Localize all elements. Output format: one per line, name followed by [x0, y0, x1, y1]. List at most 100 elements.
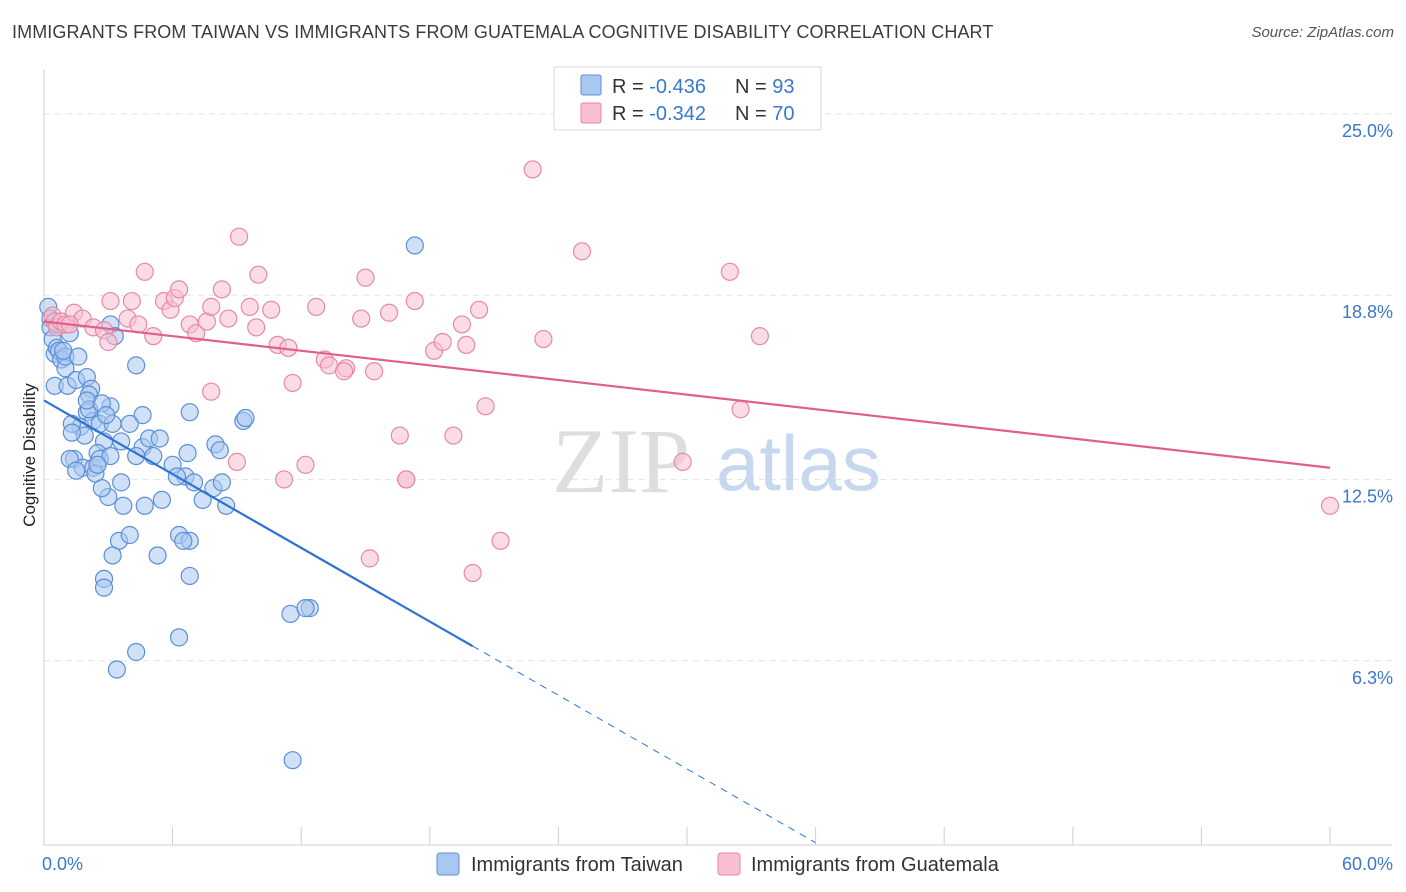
- guatemala-point: [673, 452, 692, 471]
- guatemala-point: [469, 300, 489, 319]
- guatemala-point: [750, 327, 769, 346]
- taiwan-point: [296, 599, 315, 618]
- taiwan-point: [101, 446, 120, 466]
- guatemala-point: [463, 563, 482, 583]
- legend-guatemala-swatch: [717, 852, 741, 876]
- guatemala-point: [457, 335, 476, 355]
- taiwan-point: [169, 628, 189, 647]
- guatemala-point: [491, 531, 510, 550]
- guatemala-point: [262, 300, 281, 319]
- grid-lines: [44, 113, 1392, 662]
- watermark-zip: ZIP: [552, 410, 690, 512]
- guatemala-point: [390, 426, 409, 445]
- watermark: ZIP atlas: [552, 410, 881, 512]
- guatemala-point: [229, 227, 249, 246]
- guatemala-point: [169, 280, 189, 299]
- guatemala-n-stat: N = 70: [735, 103, 795, 125]
- guatemala-point: [99, 332, 118, 352]
- chart-title: IMMIGRANTS FROM TAIWAN VS IMMIGRANTS FRO…: [12, 22, 994, 42]
- guatemala-point: [572, 242, 592, 261]
- guatemala-point: [433, 332, 452, 352]
- guatemala-point: [364, 362, 384, 381]
- guatemala-point: [720, 262, 739, 281]
- guatemala-point: [534, 329, 553, 349]
- guatemala-series: [43, 160, 1340, 583]
- trend-lines: [43, 320, 1331, 844]
- guatemala-trend-line: [43, 320, 1331, 469]
- taiwan-point: [112, 473, 131, 492]
- guatemala-point: [219, 309, 238, 328]
- guatemala-point: [249, 265, 268, 284]
- taiwan-point: [92, 479, 111, 498]
- taiwan-point: [107, 660, 126, 679]
- taiwan-point: [69, 347, 88, 366]
- y-tick-label: 18.8%: [1342, 302, 1393, 322]
- taiwan-point: [67, 461, 86, 480]
- taiwan-point: [180, 403, 199, 422]
- taiwan-point: [174, 531, 193, 550]
- axes: [43, 70, 1392, 846]
- x-tick-label: 0.0%: [42, 854, 83, 874]
- guatemala-point: [144, 327, 163, 346]
- taiwan-point: [180, 566, 199, 586]
- guatemala-point: [379, 303, 399, 322]
- y-tick-label: 6.3%: [1352, 668, 1393, 688]
- taiwan-point: [114, 496, 133, 515]
- guatemala-point: [360, 549, 379, 568]
- y-axis-title: Cognitive Disability: [20, 383, 39, 527]
- taiwan-point: [212, 473, 231, 492]
- taiwan-point: [103, 546, 122, 565]
- guatemala-point: [452, 315, 472, 334]
- guatemala-point: [444, 426, 463, 445]
- guatemala-r-stat: R = -0.342: [612, 103, 706, 125]
- guatemala-point: [274, 470, 294, 489]
- taiwan-point: [97, 405, 116, 425]
- taiwan-point: [236, 408, 255, 428]
- guatemala-point: [523, 160, 542, 179]
- taiwan-point: [94, 578, 114, 597]
- taiwan-point: [62, 423, 81, 442]
- guatemala-point: [247, 318, 266, 337]
- guatemala-point: [356, 268, 375, 287]
- taiwan-point: [135, 496, 154, 515]
- guatemala-point: [240, 297, 259, 316]
- guatemala-point: [334, 362, 354, 381]
- series-legend: Immigrants from Taiwan Immigrants from G…: [436, 852, 1000, 876]
- y-tick-label: 25.0%: [1342, 121, 1393, 141]
- taiwan-point: [77, 391, 96, 410]
- taiwan-point: [283, 751, 302, 770]
- taiwan-trend-extension: [472, 645, 816, 844]
- guatemala-point: [129, 315, 148, 334]
- guatemala-point: [101, 291, 120, 311]
- guatemala-point: [731, 400, 750, 419]
- taiwan-point: [210, 441, 229, 460]
- guatemala-point: [405, 291, 424, 311]
- guatemala-point: [202, 297, 221, 316]
- taiwan-point: [150, 429, 169, 448]
- taiwan-point: [112, 432, 131, 451]
- taiwan-n-stat: N = 93: [735, 76, 795, 98]
- taiwan-point: [120, 414, 139, 433]
- guatemala-point: [135, 262, 154, 281]
- taiwan-r-stat: R = -0.436: [612, 76, 706, 98]
- guatemala-point: [352, 309, 371, 328]
- source-label: Source: ZipAtlas.com: [1251, 24, 1394, 41]
- guatemala-point: [212, 280, 231, 299]
- guatemala-point: [397, 470, 416, 489]
- taiwan-point: [120, 525, 139, 545]
- x-tick-label: 60.0%: [1342, 854, 1393, 874]
- taiwan-point: [152, 490, 171, 510]
- guatemala-point: [1320, 496, 1340, 515]
- guatemala-point: [476, 397, 495, 416]
- stats-legend: R = -0.436 N = 93 R = -0.342 N = 70: [553, 66, 822, 131]
- guatemala-swatch: [580, 102, 602, 124]
- tick-labels: 6.3% 12.5% 18.8% 25.0% 0.0% 60.0%: [42, 121, 1393, 874]
- taiwan-point: [178, 444, 197, 463]
- taiwan-point: [148, 546, 167, 565]
- legend-taiwan-swatch: [436, 852, 460, 876]
- taiwan-series: [39, 236, 424, 770]
- guatemala-point: [296, 455, 315, 474]
- taiwan-trend-line: [43, 399, 474, 648]
- guatemala-point: [307, 297, 326, 316]
